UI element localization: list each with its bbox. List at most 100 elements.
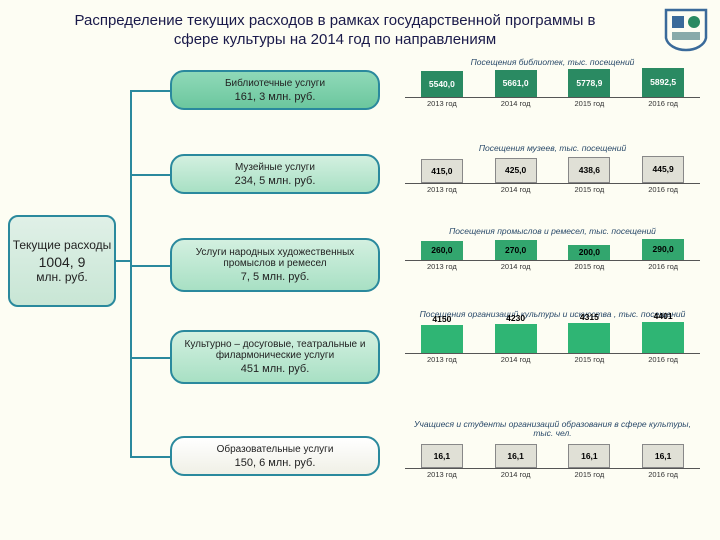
mini-chart-1: Посещения музеев, тыс. посещений 415,0 425… xyxy=(405,144,700,194)
page-title: Распределение текущих расходов в рамках … xyxy=(60,12,610,50)
mini-chart-4: Учащиеся и студенты организаций образова… xyxy=(405,420,700,479)
bar: 16,1 xyxy=(642,444,684,468)
branch-stem xyxy=(130,174,170,176)
bar: 5778,9 xyxy=(568,69,610,97)
tree-stem-main xyxy=(116,260,130,262)
bar-wrap: 445,9 xyxy=(633,156,693,183)
bar-wrap: 438,6 xyxy=(559,157,619,183)
chart-title: Посещения промыслов и ремесел, тыс. посе… xyxy=(405,227,700,236)
chart-title: Посещения библиотек, тыс. посещений xyxy=(405,58,700,67)
bar-wrap: 16,1 xyxy=(412,444,472,468)
bar: 16,1 xyxy=(495,444,537,468)
year-label: 2014 год xyxy=(486,355,546,364)
bar xyxy=(642,322,684,353)
bar-wrap: 5540,0 xyxy=(412,71,472,97)
year-label: 2015 год xyxy=(559,185,619,194)
bars-row: 4150423043154401 xyxy=(405,320,700,354)
bars-row: 16,1 16,1 16,1 16,1 xyxy=(405,439,700,469)
year-label: 2016 год xyxy=(633,470,693,479)
branch-stem xyxy=(130,90,170,92)
bar-value: 4150 xyxy=(432,314,451,324)
category-amount: 451 млн. руб. xyxy=(176,363,374,375)
category-box-2: Услуги народных художественных промыслов… xyxy=(170,238,380,292)
mini-chart-3: Посещения организаций культуры и искусст… xyxy=(405,310,700,364)
bar-wrap: 4230 xyxy=(486,313,546,353)
bar-wrap: 415,0 xyxy=(412,159,472,183)
category-amount: 150, 6 млн. руб. xyxy=(176,457,374,469)
chart-title: Учащиеся и студенты организаций образова… xyxy=(405,420,700,438)
coat-of-arms-logo xyxy=(662,6,710,54)
year-label: 2015 год xyxy=(559,99,619,108)
year-label: 2013 год xyxy=(412,470,472,479)
category-label: Музейные услуги xyxy=(176,162,374,173)
bar: 16,1 xyxy=(421,444,463,468)
mini-chart-0: Посещения библиотек, тыс. посещений5540,… xyxy=(405,58,700,108)
category-label: Услуги народных художественных промыслов… xyxy=(176,247,374,269)
year-label: 2013 год xyxy=(412,262,472,271)
bars-row: 415,0 425,0 438,6 445,9 xyxy=(405,154,700,184)
bar: 5661,0 xyxy=(495,70,537,97)
branch-stem xyxy=(130,456,170,458)
years-row: 2013 год 2014 год 2015 год 2016 год xyxy=(405,262,700,271)
total-value: 1004, 9 xyxy=(39,254,86,270)
bar-wrap: 5778,9 xyxy=(559,69,619,97)
bar: 438,6 xyxy=(568,157,610,183)
chart-title: Посещения музеев, тыс. посещений xyxy=(405,144,700,153)
bar: 5540,0 xyxy=(421,71,463,97)
year-label: 2014 год xyxy=(486,470,546,479)
bar: 200,0 xyxy=(568,245,610,260)
total-label: Текущие расходы xyxy=(13,238,112,252)
bar-wrap: 4150 xyxy=(412,314,472,353)
year-label: 2015 год xyxy=(559,262,619,271)
category-box-1: Музейные услуги 234, 5 млн. руб. xyxy=(170,154,380,194)
bars-row: 260,0 270,0 200,0 290,0 xyxy=(405,237,700,261)
bar: 260,0 xyxy=(421,241,463,260)
year-label: 2014 год xyxy=(486,185,546,194)
category-box-4: Образовательные услуги 150, 6 млн. руб. xyxy=(170,436,380,476)
years-row: 2013 год2014 год2015 год2016 год xyxy=(405,99,700,108)
years-row: 2013 год 2014 год 2015 год 2016 год xyxy=(405,185,700,194)
year-label: 2015 год xyxy=(559,355,619,364)
branch-stem xyxy=(130,357,170,359)
year-label: 2016 год xyxy=(633,355,693,364)
bar xyxy=(495,324,537,353)
bar-wrap: 270,0 xyxy=(486,240,546,260)
year-label: 2016 год xyxy=(633,185,693,194)
bar-wrap: 5892,5 xyxy=(633,68,693,97)
category-label: Образовательные услуги xyxy=(176,444,374,455)
category-box-3: Культурно – досуговые, театральные и фил… xyxy=(170,330,380,384)
year-label: 2013 год xyxy=(412,185,472,194)
years-row: 2013 год 2014 год 2015 год 2016 год xyxy=(405,470,700,479)
bar-wrap: 16,1 xyxy=(559,444,619,468)
bar: 415,0 xyxy=(421,159,463,183)
bar xyxy=(568,323,610,353)
year-label: 2016 год xyxy=(633,99,693,108)
years-row: 2013 год 2014 год 2015 год 2016 год xyxy=(405,355,700,364)
mini-chart-2: Посещения промыслов и ремесел, тыс. посе… xyxy=(405,227,700,271)
bar: 290,0 xyxy=(642,239,684,260)
tree-connector xyxy=(130,92,132,458)
category-amount: 161, 3 млн. руб. xyxy=(176,91,374,103)
bar: 445,9 xyxy=(642,156,684,183)
bar xyxy=(421,325,463,353)
category-label: Библиотечные услуги xyxy=(176,78,374,89)
bar: 5892,5 xyxy=(642,68,684,97)
category-box-0: Библиотечные услуги 161, 3 млн. руб. xyxy=(170,70,380,110)
year-label: 2014 год xyxy=(486,262,546,271)
bars-row: 5540,0 5661,0 5778,9 5892,5 xyxy=(405,68,700,98)
bar-wrap: 425,0 xyxy=(486,158,546,183)
year-label: 2013 год xyxy=(412,355,472,364)
category-amount: 234, 5 млн. руб. xyxy=(176,175,374,187)
branch-stem xyxy=(130,265,170,267)
category-label: Культурно – досуговые, театральные и фил… xyxy=(176,339,374,361)
bar-wrap: 260,0 xyxy=(412,241,472,260)
bar-wrap: 16,1 xyxy=(486,444,546,468)
year-label: 2016 год xyxy=(633,262,693,271)
bar-wrap: 16,1 xyxy=(633,444,693,468)
year-label: 2015 год xyxy=(559,470,619,479)
bar-wrap: 5661,0 xyxy=(486,70,546,97)
bar-wrap: 200,0 xyxy=(559,245,619,260)
bar-value: 4401 xyxy=(654,311,673,321)
bar-wrap: 290,0 xyxy=(633,239,693,260)
year-label: 2013 год xyxy=(412,99,472,108)
